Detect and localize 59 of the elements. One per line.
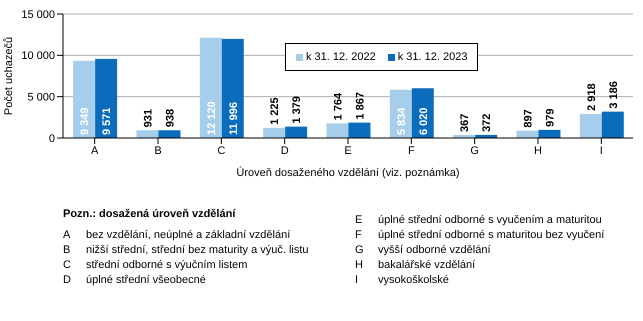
data-label: 1 764 — [332, 92, 344, 120]
data-label: 6 020 — [418, 107, 430, 135]
bar — [222, 38, 244, 138]
x-tick-label: C — [217, 144, 226, 157]
y-axis-title: Počet uchazečů — [2, 36, 15, 116]
text: C střední odborné s výučním listem — [63, 259, 248, 271]
bar — [263, 128, 286, 138]
x-tick-label: B — [154, 144, 162, 157]
bar — [538, 130, 560, 138]
data-label: 12 120 — [206, 101, 218, 135]
x-tick-label: F — [408, 144, 415, 157]
data-label: 979 — [544, 108, 556, 127]
y-tick-label: 10 000 — [21, 50, 55, 62]
data-label: 897 — [522, 109, 534, 128]
data-label: 2 918 — [586, 83, 598, 111]
bar — [158, 130, 180, 138]
x-axis-title: Úroveň dosaženého vzdělání (viz. poznámka) — [236, 166, 460, 179]
data-label: 9 571 — [101, 107, 114, 135]
bar — [136, 130, 158, 138]
bar — [580, 114, 602, 138]
x-tick-label: A — [90, 144, 99, 157]
text: H bakalářské vzdělání — [355, 259, 476, 271]
bar — [326, 123, 348, 138]
text: Pozn.: dosažená úroveň vzdělání — [63, 208, 237, 222]
x-tick-label: H — [534, 144, 542, 157]
text: A bez vzdělání, neúplné a základní vzdělání — [63, 229, 290, 241]
text: D úplné střední všeobecné — [63, 274, 206, 286]
x-tick-label: I — [600, 144, 603, 157]
bar — [516, 130, 538, 138]
bar — [348, 122, 370, 138]
x-tick-label: E — [344, 144, 352, 157]
x-tick-label: G — [470, 144, 479, 157]
text: G vyšší odborné vzdělání — [355, 244, 491, 256]
y-tick-label: 15 000 — [21, 8, 55, 21]
bar — [95, 58, 118, 138]
data-label: 938 — [164, 108, 176, 128]
data-label: 1 379 — [291, 96, 304, 124]
data-label: 11 996 — [228, 102, 240, 135]
data-label: 3 186 — [608, 81, 620, 109]
text: B nižší střední, střední bez maturity a výuč. listu — [63, 244, 309, 256]
data-label: 931 — [142, 108, 154, 128]
data-label: 1 225 — [269, 97, 282, 125]
data-label: 1 867 — [354, 92, 366, 120]
bar — [285, 126, 308, 138]
legend-label: k 31. 12. 2022 — [305, 51, 376, 63]
x-tick-label: D — [280, 144, 289, 157]
text: I vysokoškolské — [355, 274, 449, 286]
y-tick-label: 5 000 — [27, 92, 55, 104]
y-tick-label: 0 — [48, 132, 55, 145]
bar — [602, 112, 624, 138]
bar — [200, 38, 222, 138]
text: F úplné střední odborné s maturitou bez vyučení — [355, 229, 604, 241]
bar — [73, 60, 96, 138]
data-label: 9 349 — [79, 107, 92, 135]
data-label: 372 — [481, 114, 494, 132]
text: E úplné střední odborné s vyučením a maturitou — [355, 214, 602, 226]
data-label: 367 — [459, 114, 472, 132]
legend-label: k 31. 12. 2023 — [396, 51, 468, 63]
data-label: 5 834 — [396, 106, 408, 135]
